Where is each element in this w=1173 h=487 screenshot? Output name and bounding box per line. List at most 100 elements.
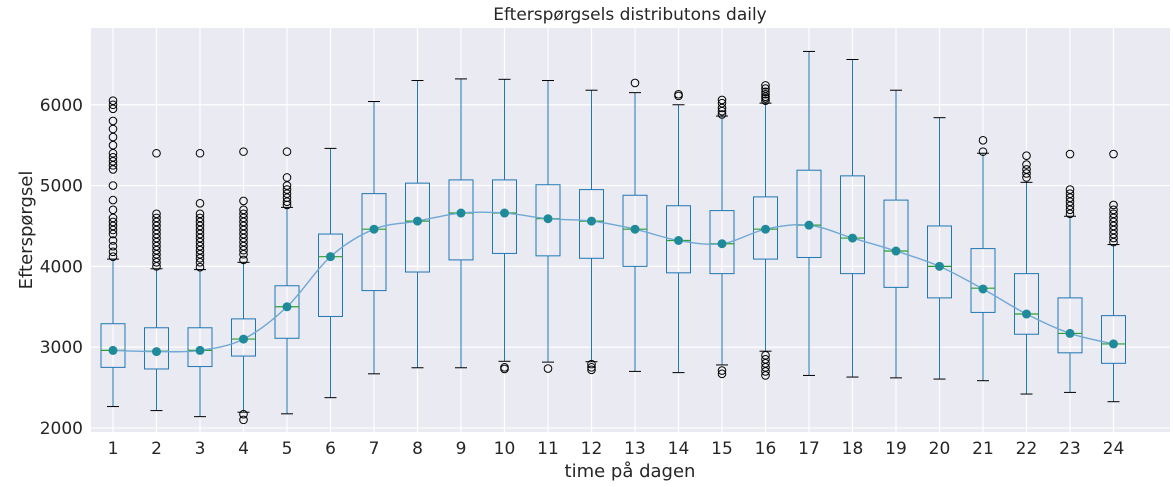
mean-marker [369,224,379,234]
plot-background [91,28,1170,432]
outlier-point [500,363,509,372]
outlier-point [108,100,118,110]
box [1101,315,1126,364]
outlier-point [1022,160,1031,169]
outlier-point [152,148,161,158]
box-group [709,95,735,379]
box [796,169,822,258]
mean-marker [152,347,161,357]
outlier-point [282,147,292,156]
outlier-point [239,255,248,265]
box-series [100,50,1126,425]
box [144,327,169,370]
outlier-point [239,205,248,215]
outlier-point [1109,149,1118,159]
outlier-point [1109,205,1118,215]
outlier-point [282,185,292,194]
box-group [666,89,691,374]
outlier-point [717,110,727,119]
outlier-point [108,152,118,162]
outlier-point [239,196,248,206]
outlier-point [108,241,118,251]
mean-marker [587,216,596,226]
outlier-point [152,209,161,219]
box-group [1101,149,1126,403]
outlier-point [195,213,205,223]
box [405,182,430,273]
y-tick-label: 4000 [40,257,83,277]
box-group [883,89,909,379]
outlier-point [1065,149,1075,159]
box-group [231,147,256,425]
outlier-point [195,209,205,219]
outlier-point [761,84,770,93]
x-tick-label: 18 [842,439,864,459]
outlier-point [282,173,292,182]
box [709,210,735,275]
outlier-point [587,359,596,369]
outlier-point [630,78,640,88]
outlier-point [717,98,727,108]
outlier-point [108,217,118,227]
mean-marker [804,220,814,230]
box-group [361,101,387,375]
box [448,179,474,261]
x-tick-label: 3 [195,439,206,459]
y-tick-label: 6000 [40,96,83,116]
x-tick-labels: 1 2 3 4 5 6 7 8 9 10 11 12 13 14 15 16 17 18 19 20 21 22 23 24 [108,439,1125,459]
x-tick-label: 23 [1059,439,1081,459]
outlier-point [1022,169,1031,178]
outlier-point [978,136,988,145]
box [100,323,126,368]
mean-marker [935,261,944,271]
box-group [579,89,604,375]
box [231,318,256,357]
outlier-point [195,262,205,272]
mean-marker [891,246,901,256]
outlier-point [108,236,118,245]
mean-marker [108,345,118,355]
outlier-point [1065,189,1075,198]
x-tick-label: 20 [929,439,951,459]
mean-marker [978,284,988,294]
outlier-point [717,95,727,105]
outlier-point [761,350,770,360]
mean-marker [195,345,205,355]
x-tick-label: 1 [108,439,119,459]
x-tick-label: 9 [456,439,467,459]
outlier-point [195,148,205,158]
x-tick-label: 7 [369,439,380,459]
outlier-point [761,87,770,97]
x-tick-label: 2 [151,439,162,459]
outlier-point [1065,185,1075,194]
outlier-point [587,365,596,375]
x-tick-label: 17 [798,439,820,459]
mean-marker [326,252,335,262]
mean-marker [543,214,553,224]
outlier-point [761,354,770,364]
outlier-point [152,213,161,223]
outlier-point [195,199,205,208]
box [666,205,691,274]
box [970,248,996,313]
x-tick-label: 10 [494,439,516,459]
box [274,285,300,339]
mean-line [108,208,1118,357]
outlier-point [543,364,553,373]
box-group [492,78,517,374]
outlier-point [108,96,118,106]
x-tick-label: 14 [668,439,690,459]
x-tick-label: 16 [755,439,777,459]
box [579,189,604,259]
y-tick-labels: 2000 3000 4000 5000 6000 [40,96,83,439]
outlier-point [108,247,118,257]
outlier-point [108,181,118,190]
box [883,199,909,288]
x-tick-label: 21 [972,439,994,459]
outlier-point [108,195,118,205]
chart-title: Efterspørgsels distributons daily [493,5,767,25]
x-axis-label: time på dagen [565,461,696,482]
x-tick-label: 8 [412,439,423,459]
outlier-point [761,81,770,90]
